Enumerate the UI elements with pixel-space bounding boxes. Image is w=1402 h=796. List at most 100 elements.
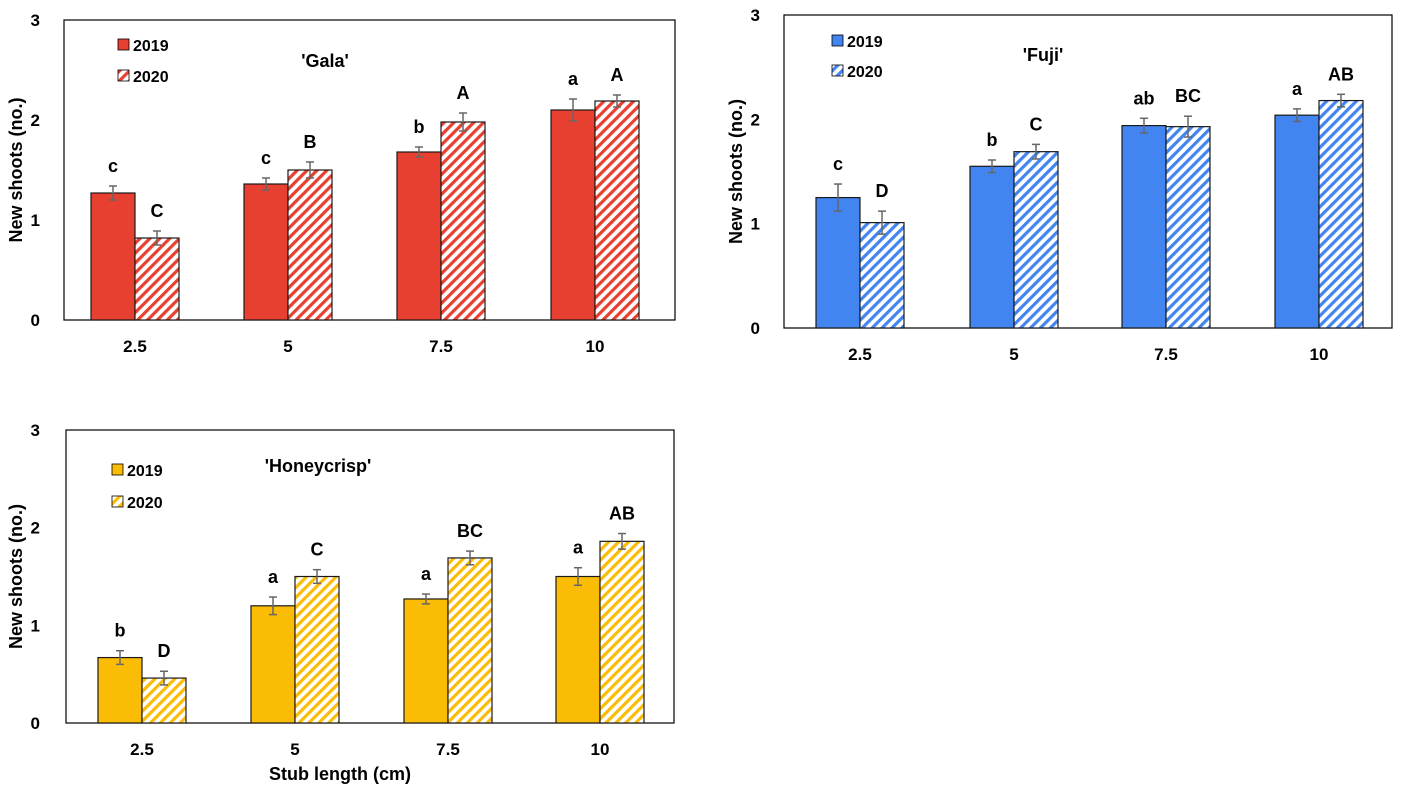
significance-letter: A [611, 65, 624, 85]
error-bar [618, 532, 626, 550]
plot-frame [783, 14, 1393, 329]
x-tick-label: 7.5 [436, 740, 460, 759]
error-bar [116, 649, 124, 666]
bar-2019-5 [969, 165, 1015, 329]
bar-2019-10 [555, 575, 601, 724]
y-tick-label: 2 [751, 110, 760, 129]
x-axis-label: Stub length (cm) [269, 764, 411, 784]
error-bar [878, 210, 886, 235]
significance-letter: BC [1175, 86, 1201, 106]
bar-2019-2.5 [815, 196, 861, 329]
bar-2019-10 [550, 109, 596, 321]
legend-swatch-2019 [117, 38, 130, 51]
significance-letter: B [304, 132, 317, 152]
bar-2019-5 [250, 605, 296, 724]
bar-2020-7.5 [447, 557, 493, 724]
bar-2020-2.5 [134, 237, 180, 321]
y-tick-label: 2 [31, 519, 40, 538]
legend-label-2020: 2020 [847, 64, 883, 81]
significance-letter: D [876, 181, 889, 201]
error-bar [306, 161, 314, 179]
y-tick-label: 3 [31, 421, 40, 440]
chart-panel-fuji: 0 1 2 3 New shoots (no.) 2.5 5 7.5 10 'Fuji' 2019 2… [726, 6, 1393, 364]
x-tick-label: 7.5 [1154, 345, 1178, 364]
error-bar [574, 566, 582, 587]
legend-label-2019: 2019 [127, 463, 163, 480]
bar-2020-2.5 [859, 222, 905, 329]
x-tick-label: 10 [1310, 345, 1329, 364]
significance-letter: a [573, 538, 584, 558]
x-tick-label: 2.5 [848, 345, 872, 364]
bar-2020-10 [1318, 99, 1364, 329]
significance-letter: D [158, 641, 171, 661]
bar-2019-5 [243, 183, 289, 321]
x-tick-label: 5 [290, 740, 299, 759]
bar-2019-7.5 [403, 598, 449, 724]
x-tick-label: 5 [1009, 345, 1018, 364]
error-bar [269, 596, 277, 616]
error-bar [422, 593, 430, 605]
significance-letter: a [1292, 79, 1303, 99]
error-bar [613, 94, 621, 108]
significance-letter: c [261, 148, 271, 168]
x-tick-label: 2.5 [123, 337, 147, 356]
y-tick-label: 1 [751, 215, 760, 234]
bar-2020-10 [594, 100, 640, 321]
error-bar [1293, 108, 1301, 123]
chart-title: 'Honeycrisp' [265, 456, 372, 476]
significance-letter: b [987, 130, 998, 150]
error-bar [109, 185, 117, 201]
significance-letter: a [268, 567, 279, 587]
error-bar [569, 98, 577, 122]
error-bar [160, 670, 168, 686]
significance-letter: BC [457, 521, 483, 541]
significance-letter: C [151, 201, 164, 221]
legend-label-2020: 2020 [127, 495, 163, 512]
y-tick-label: 1 [31, 211, 40, 230]
y-axis-label: New shoots (no.) [6, 98, 26, 243]
bar-2019-7.5 [1121, 124, 1167, 329]
chart-panel-honeycrisp: 0 1 2 3 New shoots (no.) 2.5 5 7.5 10 Stub length… [6, 421, 675, 784]
y-tick-label: 3 [31, 11, 40, 30]
chart-panel-gala: 0 1 2 3 New shoots (no.) 2.5 5 7.5 10 'Gala' 2019 2… [6, 11, 676, 356]
legend-swatch-2020 [831, 64, 844, 77]
legend-label-2019: 2019 [847, 34, 883, 51]
legend-swatch-2019 [831, 34, 844, 47]
bar-2019-2.5 [97, 656, 143, 724]
bar-2019-10 [1274, 114, 1320, 329]
significance-letter: c [108, 156, 118, 176]
significance-letter: a [568, 69, 579, 89]
significance-letter: AB [609, 504, 635, 524]
error-bar [262, 177, 270, 191]
error-bar [1032, 143, 1040, 160]
error-bar [459, 112, 467, 132]
significance-letter: b [414, 117, 425, 137]
bar-2020-7.5 [1165, 126, 1211, 329]
chart-title: 'Fuji' [1023, 45, 1064, 65]
error-bar [1140, 117, 1148, 134]
legend-swatch-2020 [117, 69, 130, 82]
y-tick-label: 2 [31, 111, 40, 130]
y-tick-label: 0 [31, 714, 40, 733]
x-tick-label: 2.5 [130, 740, 154, 759]
legend-label-2020: 2020 [133, 69, 169, 86]
error-bar [988, 159, 996, 174]
significance-letter: C [311, 540, 324, 560]
significance-letter: ab [1133, 88, 1154, 108]
bar-2019-2.5 [90, 192, 136, 321]
significance-letter: c [833, 154, 843, 174]
x-tick-label: 10 [591, 740, 610, 759]
y-tick-label: 1 [31, 616, 40, 635]
significance-letter: C [1030, 114, 1043, 134]
y-tick-label: 3 [751, 6, 760, 25]
error-bar [153, 230, 161, 246]
plot-frame [65, 429, 675, 724]
chart-title: 'Gala' [301, 51, 349, 71]
y-tick-label: 0 [751, 319, 760, 338]
legend-swatch-2019 [111, 463, 124, 476]
bar-2019-7.5 [396, 151, 442, 321]
x-tick-label: 7.5 [429, 337, 453, 356]
error-bar [466, 550, 474, 566]
bar-2020-5 [1013, 151, 1059, 329]
